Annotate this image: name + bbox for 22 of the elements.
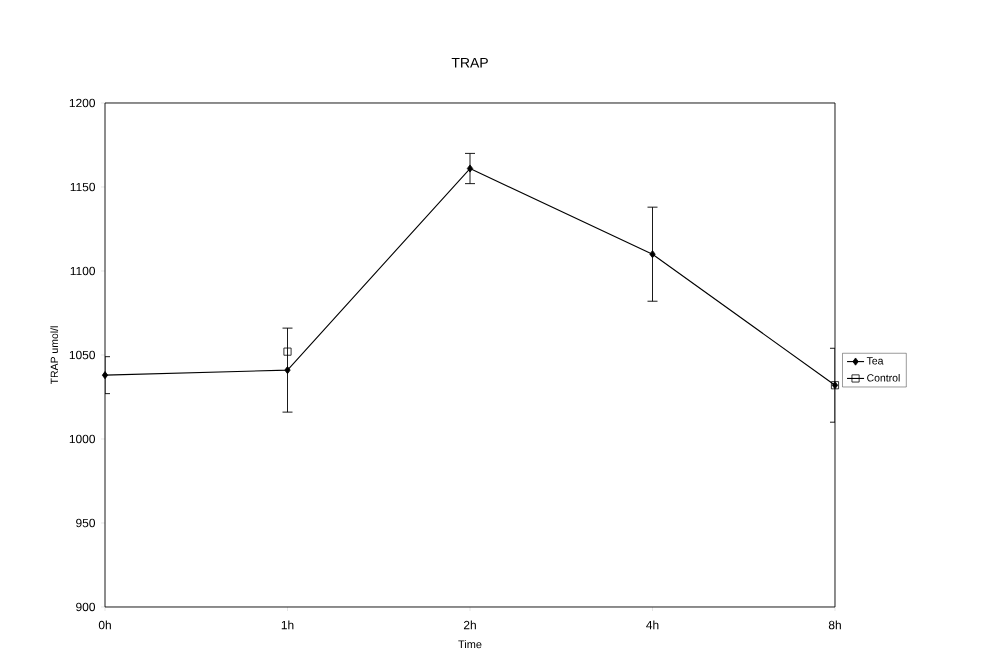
x-tick-label: 4h [646, 620, 659, 630]
x-tick-label: 2h [463, 620, 476, 630]
y-tick-label: 1100 [70, 267, 96, 276]
point [466, 164, 474, 173]
y-tick-label: 1000 [69, 435, 96, 444]
x-tick-label: 0h [98, 620, 111, 630]
point [649, 250, 656, 259]
point [101, 371, 109, 380]
legend-label: Control [867, 374, 900, 382]
x-tick-label: 1h [281, 620, 294, 630]
y-tick-label: 1050 [69, 351, 96, 360]
point [284, 366, 291, 375]
x-tick-label: 8h [828, 620, 841, 630]
y-tick-label: 950 [76, 519, 96, 528]
legend-label: Tea [866, 357, 884, 365]
y-tick-label: 1200 [69, 99, 96, 108]
y-axis-title: TRAP umol/l [50, 326, 59, 385]
chart-title: TRAP [451, 58, 488, 68]
y-tick-label: 1150 [70, 183, 96, 192]
y-tick-label: 900 [76, 603, 96, 612]
point [283, 347, 292, 356]
x-axis-title: Time [458, 640, 482, 649]
